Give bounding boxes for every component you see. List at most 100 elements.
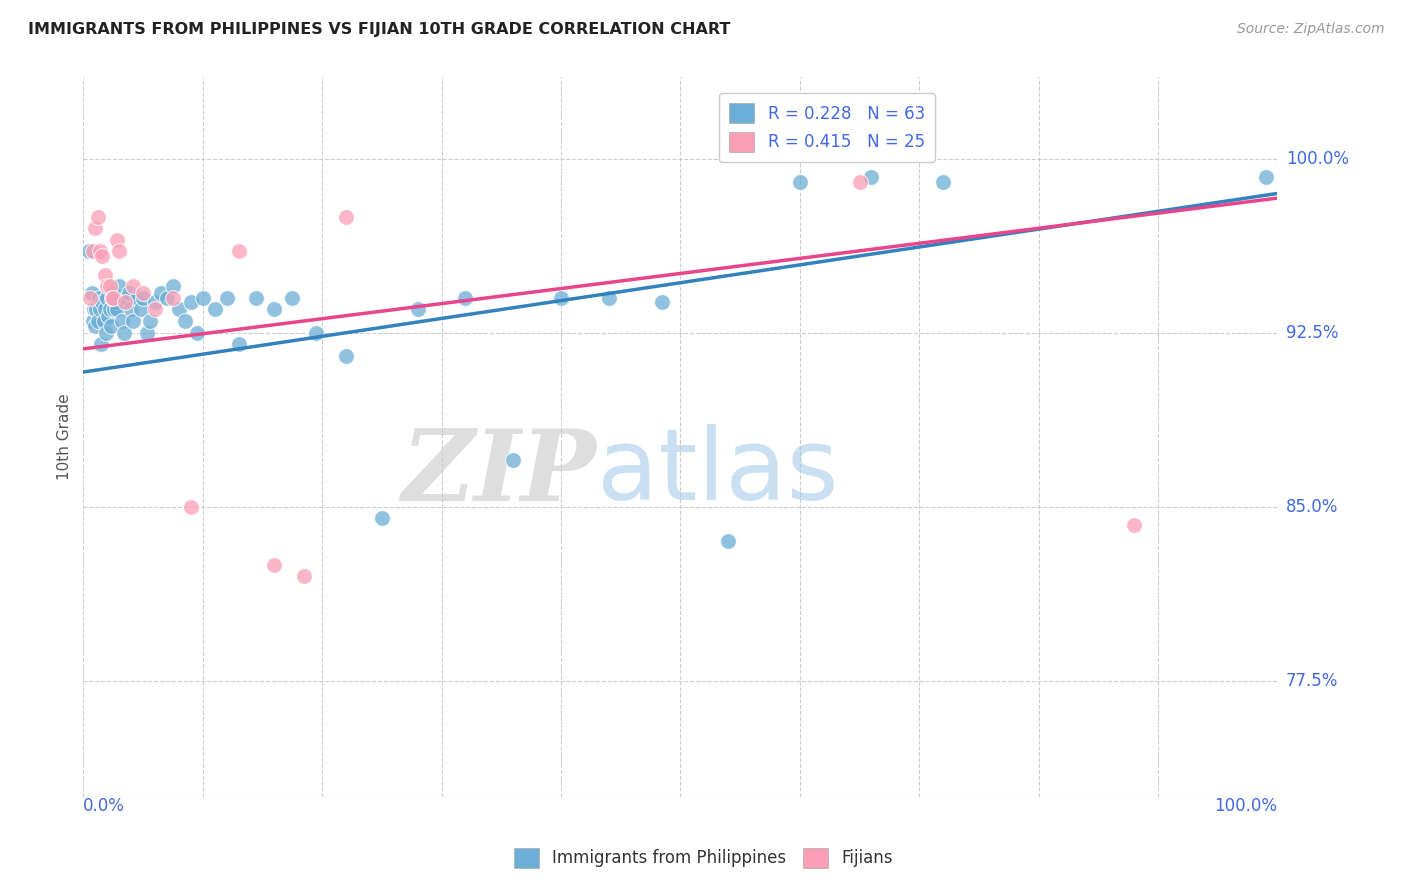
Point [94,268,117,282]
Point [84,221,107,235]
Point [162,291,184,305]
Point [228,337,250,351]
Point [89,244,111,259]
Point [86,314,108,328]
Point [245,291,267,305]
Text: 100.0%: 100.0% [1215,797,1278,814]
Point [96,279,118,293]
Point [122,314,145,328]
Point [1254,170,1277,185]
Point [101,286,124,301]
Point [860,170,883,185]
Point [98,302,121,317]
Text: 85.0%: 85.0% [1286,498,1339,516]
Point [263,302,285,317]
Point [86,210,108,224]
Point [125,291,148,305]
Legend: Immigrants from Philippines, Fijians: Immigrants from Philippines, Fijians [506,841,900,875]
Point [100,318,122,333]
Point [1123,518,1146,533]
Point [454,291,477,305]
Point [129,302,152,317]
Point [114,295,136,310]
Point [156,291,179,305]
Point [180,500,202,514]
Point [82,314,104,328]
Point [79,291,101,305]
Point [848,175,870,189]
Point [80,286,103,301]
Point [335,349,357,363]
Point [162,279,184,293]
Point [98,279,121,293]
Legend: R = 0.228   N = 63, R = 0.415   N = 25: R = 0.228 N = 63, R = 0.415 N = 25 [720,93,935,162]
Point [371,511,394,525]
Point [101,291,124,305]
Point [122,279,145,293]
Point [97,310,120,324]
Point [281,291,304,305]
Text: atlas: atlas [596,425,838,522]
Point [598,291,620,305]
Point [305,326,328,340]
Point [149,286,172,301]
Point [132,291,155,305]
Point [215,291,238,305]
Point [84,318,107,333]
Point [118,286,141,301]
Point [135,326,157,340]
Point [789,175,811,189]
Point [77,244,100,259]
Text: 77.5%: 77.5% [1286,672,1339,690]
Point [180,295,202,310]
Point [139,314,162,328]
Text: ZIP: ZIP [402,425,596,521]
Point [105,302,128,317]
Y-axis label: 10th Grade: 10th Grade [58,393,72,480]
Point [143,295,166,310]
Point [502,453,524,467]
Point [90,337,112,351]
Point [406,302,429,317]
Point [108,279,131,293]
Point [550,291,572,305]
Point [91,249,114,263]
Text: 100.0%: 100.0% [1286,150,1348,168]
Point [120,302,142,317]
Point [335,210,357,224]
Point [83,302,105,317]
Point [108,244,131,259]
Point [112,326,135,340]
Point [167,302,190,317]
Point [115,291,138,305]
Point [228,244,250,259]
Text: IMMIGRANTS FROM PHILIPPINES VS FIJIAN 10TH GRADE CORRELATION CHART: IMMIGRANTS FROM PHILIPPINES VS FIJIAN 10… [28,22,731,37]
Point [94,302,117,317]
Point [86,302,108,317]
Point [89,302,111,317]
Point [292,569,315,583]
Point [173,314,195,328]
Point [93,314,115,328]
Point [932,175,955,189]
Point [104,295,127,310]
Point [91,295,114,310]
Point [94,326,117,340]
Point [87,291,110,305]
Point [101,291,124,305]
Text: 0.0%: 0.0% [83,797,125,814]
Point [103,302,125,317]
Point [143,302,166,317]
Point [96,291,118,305]
Point [110,314,132,328]
Point [191,291,214,305]
Point [186,326,208,340]
Point [204,302,226,317]
Point [263,558,285,572]
Point [105,233,128,247]
Point [651,295,673,310]
Text: 92.5%: 92.5% [1286,324,1339,342]
Text: Source: ZipAtlas.com: Source: ZipAtlas.com [1237,22,1385,37]
Point [717,534,740,549]
Point [82,244,104,259]
